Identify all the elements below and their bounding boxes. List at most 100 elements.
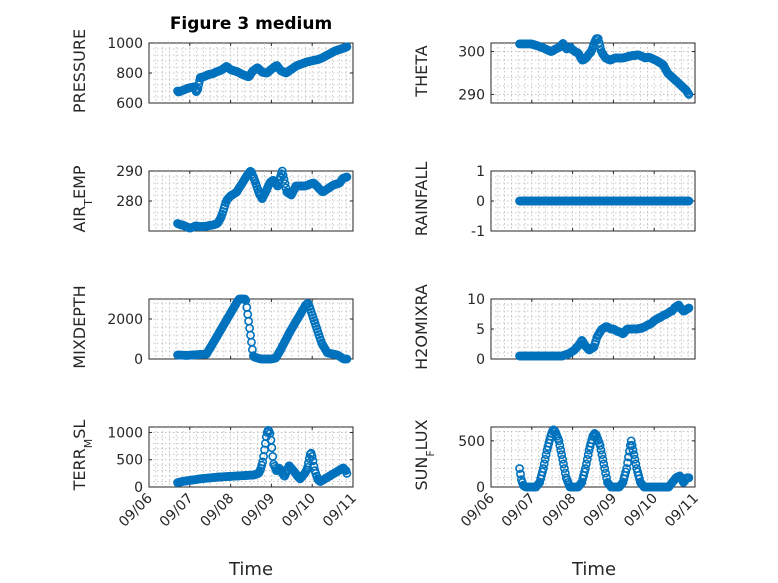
subplot-mixdepth: 0 2000 MIXDEPTH xyxy=(70,285,354,369)
data-point xyxy=(308,456,318,466)
data-point xyxy=(623,458,632,468)
y-tick-label: 0 xyxy=(476,480,485,496)
subplot-sun-flux: 09/06 09/07 09/08 09/09 09/10 09/11 0 500 SUNFLU… xyxy=(412,419,702,530)
data-point xyxy=(594,38,604,47)
data-point xyxy=(279,174,289,184)
data-point xyxy=(600,464,610,473)
x-axis-label-left: Time xyxy=(228,559,273,580)
y-tick-label: 0 xyxy=(134,352,143,368)
y-tick-label: 1000 xyxy=(107,425,143,441)
data-point xyxy=(626,436,636,446)
y-tick-label: 0 xyxy=(476,194,485,210)
x-axis-label-right: Time xyxy=(571,559,616,580)
x-tick-label: 09/07 xyxy=(157,491,197,531)
data-point xyxy=(583,450,593,460)
y-tick-label: 800 xyxy=(116,66,143,82)
data-point xyxy=(555,441,565,450)
data-point xyxy=(541,450,551,460)
x-tick-label: 09/10 xyxy=(279,491,319,531)
data-point xyxy=(307,452,317,461)
y-axis-label: THETA xyxy=(412,45,431,97)
y-tick-label: 290 xyxy=(458,87,485,103)
data-point xyxy=(595,441,605,450)
data-point xyxy=(556,445,566,455)
data-point xyxy=(559,459,568,469)
x-tick-label: 09/08 xyxy=(540,491,580,531)
data-point xyxy=(593,34,603,44)
data-point xyxy=(539,459,549,469)
data-point xyxy=(267,443,277,453)
y-axis-label: RAINFALL xyxy=(412,162,431,237)
y-tick-label: 1000 xyxy=(107,36,143,52)
subplot-pressure: 600 800 1000 PRESSURE xyxy=(70,29,354,113)
y-tick-label: 600 xyxy=(116,96,143,112)
y-axis-label: SUNFLUX xyxy=(412,419,437,490)
data-point xyxy=(193,84,203,94)
data-point xyxy=(599,459,609,469)
data-point xyxy=(684,473,694,483)
y-tick-label: 2000 xyxy=(107,312,143,328)
data-point xyxy=(280,179,290,188)
y-axis-label: AIRTEMP xyxy=(70,165,95,232)
data-point xyxy=(631,459,641,469)
data-point xyxy=(581,464,590,473)
y-tick-label: 0 xyxy=(476,352,485,368)
subplot-theta: 290 300 THETA xyxy=(412,34,696,104)
data-point xyxy=(342,172,352,182)
y-tick-label: 290 xyxy=(116,164,143,180)
y-axis-label: H2OMIXRA xyxy=(412,284,431,370)
data-point xyxy=(582,454,592,464)
y-tick-label: 500 xyxy=(116,453,143,469)
y-axis-label: MIXDEPTH xyxy=(70,285,89,368)
data-point xyxy=(554,436,564,446)
data-point xyxy=(515,464,524,473)
x-tick-label: 09/09 xyxy=(238,491,278,531)
data-point xyxy=(342,42,352,52)
x-tick-label: 09/07 xyxy=(499,491,539,531)
data-point xyxy=(629,450,639,460)
data-point xyxy=(560,464,569,473)
x-tick-label: 09/10 xyxy=(621,491,661,531)
data-point xyxy=(557,450,567,460)
data-point xyxy=(684,196,694,206)
data-point xyxy=(516,469,525,479)
data-point xyxy=(342,354,352,364)
data-point xyxy=(598,454,608,464)
subplot-h2omixra: 0 5 10 H2OMIXRA xyxy=(412,284,696,370)
data-point xyxy=(630,454,640,464)
y-tick-label: 0 xyxy=(134,480,143,496)
y-axis-label: TERRMSL xyxy=(70,420,95,492)
data-point xyxy=(581,459,591,469)
y-tick-label: 280 xyxy=(116,194,143,210)
x-tick-label: 09/06 xyxy=(458,490,498,530)
data-point xyxy=(342,468,352,478)
data-point xyxy=(684,90,694,99)
data-point xyxy=(540,454,550,464)
figure-title: Figure 3 medium xyxy=(170,14,332,34)
subplot-terr-msl: 09/06 09/07 09/08 09/09 09/10 09/11 0 500 1000 TE… xyxy=(70,420,360,531)
data-point xyxy=(601,468,610,478)
data-point xyxy=(684,303,694,313)
y-tick-label: -1 xyxy=(471,224,485,240)
data-point xyxy=(622,464,632,473)
subplot-rainfall: -1 0 1 RAINFALL xyxy=(412,162,696,240)
data-point xyxy=(258,457,268,467)
data-point xyxy=(628,445,638,455)
subplot-air-temp: 280 290 AIRTEMP xyxy=(70,164,354,233)
data-point xyxy=(277,166,287,176)
x-tick-label: 09/11 xyxy=(320,491,360,531)
y-tick-label: 5 xyxy=(476,322,485,338)
data-point xyxy=(558,454,567,464)
x-tick-label: 09/06 xyxy=(116,490,156,530)
y-axis-label: PRESSURE xyxy=(70,29,89,113)
x-tick-label: 09/09 xyxy=(580,491,620,531)
x-tick-label: 09/08 xyxy=(198,491,238,531)
data-point xyxy=(596,445,606,455)
y-tick-label: 300 xyxy=(458,45,485,61)
data-point xyxy=(627,441,637,450)
data-point xyxy=(597,450,607,460)
y-tick-label: 1 xyxy=(476,164,485,180)
y-tick-label: 10 xyxy=(467,292,485,308)
